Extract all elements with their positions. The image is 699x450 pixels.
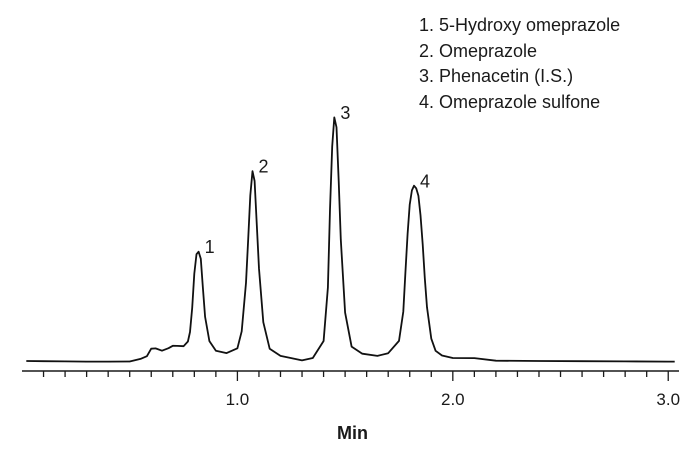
legend: 1. 5-Hydroxy omeprazole 2. Omeprazole 3.… (419, 13, 620, 115)
chromatogram-trace (26, 116, 675, 363)
x-tick-label: 3.0 (656, 390, 680, 409)
x-tick-label: 2.0 (441, 390, 465, 409)
legend-item: 1. 5-Hydroxy omeprazole (419, 15, 621, 35)
peak-label: 1 (205, 237, 215, 257)
legend-item: 4. Omeprazole sulfone (419, 91, 601, 112)
x-axis-label: Min (337, 423, 368, 443)
plot-area (26, 116, 675, 363)
legend-item: 2. Omeprazole (419, 40, 538, 61)
peak-label: 4 (420, 171, 430, 191)
peak-label: 3 (340, 103, 350, 123)
peak-label: 2 (258, 157, 268, 177)
legend-item: 3. Phenacetin (I.S.) (419, 66, 574, 86)
x-tick-label: 1.0 (226, 390, 250, 409)
peak-labels: 1 2 3 4 (205, 103, 430, 257)
x-axis-ticks: 1.0 2.0 3.0 (42, 371, 680, 409)
